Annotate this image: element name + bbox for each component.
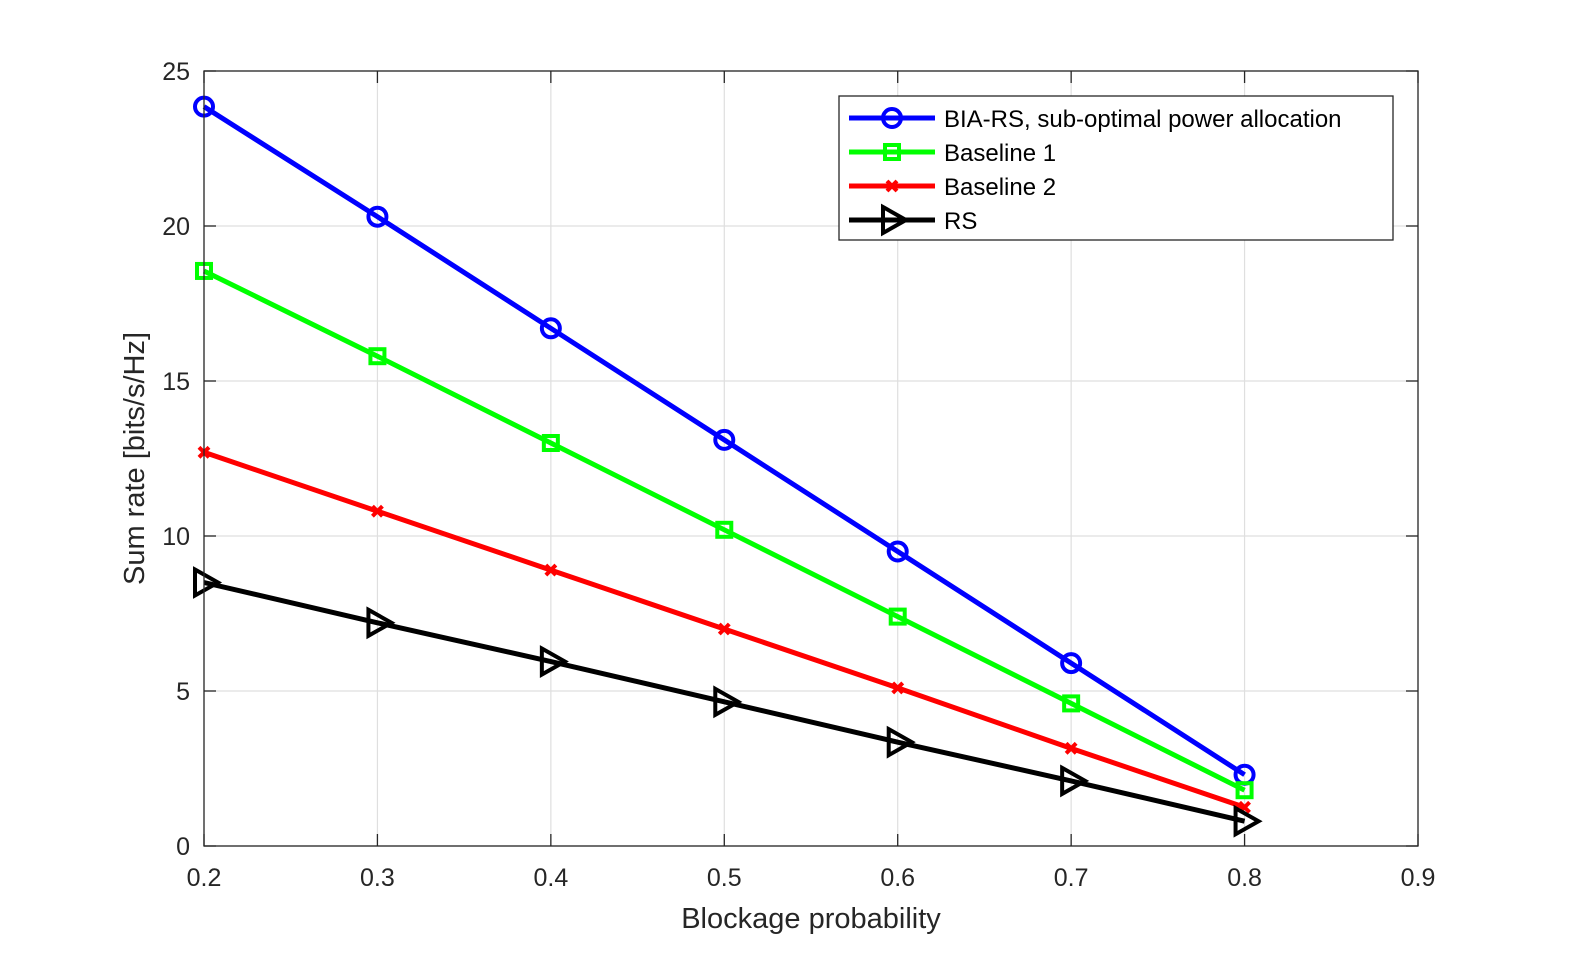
legend-marker <box>881 203 911 237</box>
data-point <box>891 681 905 695</box>
data-point <box>1064 741 1078 755</box>
legend-marker <box>885 179 899 193</box>
series-line <box>202 104 1246 777</box>
legend-entry: BIA-RS, sub-optimal power allocation <box>849 106 1342 133</box>
axis-ticks: 0.2 0.3 0.4 0.5 0.6 0.7 0.8 0.9 0 5 10 15 20 25 <box>162 58 1435 892</box>
data-point <box>715 520 734 539</box>
data-point <box>541 434 560 452</box>
y-tick-label: 5 <box>176 678 190 706</box>
series-line <box>203 580 1246 824</box>
data-point <box>1062 694 1081 713</box>
data-point <box>886 540 909 563</box>
data-point <box>1060 652 1083 675</box>
data-point <box>713 428 736 451</box>
data-point <box>713 685 743 719</box>
y-tick-label: 10 <box>162 523 190 551</box>
legend: BIA-RS, sub-optimal power allocation Base… <box>838 95 1394 241</box>
data-point <box>539 645 569 678</box>
legend-entry: RS <box>849 203 977 237</box>
x-tick-label: 0.4 <box>533 864 568 892</box>
x-tick-label: 0.2 <box>187 864 222 892</box>
data-point <box>1235 781 1254 800</box>
x-tick-label: 0.6 <box>880 864 915 892</box>
data-point <box>544 563 558 577</box>
x-tick-label: 0.9 <box>1401 864 1436 892</box>
y-tick-label: 20 <box>162 213 190 241</box>
y-tick-label: 0 <box>176 833 190 861</box>
legend-entry: Baseline 1 <box>849 140 1056 167</box>
data-point <box>366 205 389 228</box>
legend-label: Baseline 1 <box>944 140 1056 167</box>
x-axis-label: Blockage probability <box>681 903 941 935</box>
data-point <box>366 606 396 640</box>
y-tick-label: 25 <box>162 58 190 86</box>
y-axis-label: Sum rate [bits/s/Hz] <box>119 332 151 585</box>
plot-frame <box>203 70 1419 847</box>
series-layer <box>193 95 1263 838</box>
legend-label: Baseline 2 <box>944 174 1056 201</box>
x-tick-label: 0.8 <box>1227 864 1262 892</box>
data-point <box>1233 804 1263 838</box>
series-4 <box>193 566 1263 838</box>
legend-marker <box>883 143 901 161</box>
x-tick-label: 0.3 <box>360 864 395 892</box>
legend-entry: Baseline 2 <box>849 174 1056 201</box>
data-point <box>193 566 223 599</box>
y-tick-label: 15 <box>162 368 190 396</box>
data-point <box>886 725 916 759</box>
series-3 <box>197 445 1251 814</box>
series-line <box>202 268 1246 793</box>
data-point <box>371 504 384 518</box>
legend-marker <box>881 107 903 129</box>
x-tick-label: 0.7 <box>1054 864 1089 892</box>
data-point <box>539 317 562 340</box>
legend-label: RS <box>944 208 977 235</box>
x-tick-label: 0.5 <box>707 864 742 892</box>
data-point <box>888 607 907 626</box>
data-point <box>1060 764 1090 798</box>
legend-label: BIA-RS, sub-optimal power allocation <box>944 106 1342 133</box>
data-point <box>717 622 731 636</box>
data-point <box>368 347 387 366</box>
